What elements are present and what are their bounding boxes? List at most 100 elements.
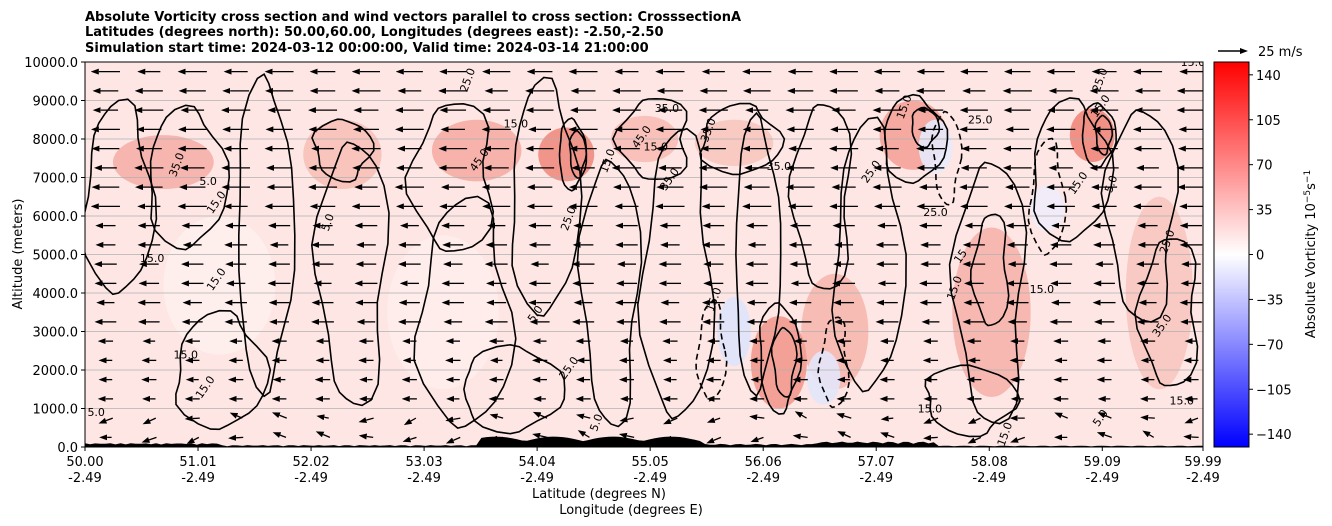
wind-arrow — [794, 411, 807, 419]
negative-contour — [930, 110, 963, 206]
y-tick-label: 1000.0 — [33, 403, 79, 418]
contour-line — [237, 73, 296, 398]
contour-line — [511, 76, 583, 317]
x-tick-label-lat: 51.01 — [179, 455, 216, 470]
wind-vectors — [90, 68, 1203, 444]
colorbar-tick-label: 35 — [1256, 204, 1273, 219]
contour-line — [85, 98, 158, 296]
colorbar-tick-label: 105 — [1256, 114, 1281, 129]
wind-arrow — [750, 436, 764, 443]
wind-arrow — [836, 413, 852, 419]
vorticity-patch — [918, 119, 953, 174]
contour-line — [969, 213, 1010, 327]
contour-label: 35.0 — [767, 160, 792, 173]
plot-area: 25.015.045.035.05.015.05.015.015.025.035… — [85, 56, 1206, 447]
wind-arrow — [1010, 436, 1026, 443]
wind-arrow — [1184, 417, 1199, 424]
contour-line — [463, 343, 566, 435]
wind-arrow — [619, 416, 634, 423]
y-tick-label: 6000.0 — [33, 210, 79, 225]
negative-contour — [1027, 137, 1068, 256]
x-tick-label-lon: -2.49 — [294, 471, 328, 486]
wind-arrow — [706, 417, 721, 423]
x-tick-label-lon: -2.49 — [181, 471, 215, 486]
colorbar-ticks: 140 105 70 35 0 −35 −70 −105 −140 — [1249, 69, 1292, 443]
quiver-key-label: 25 m/s — [1258, 45, 1303, 60]
terrain — [85, 436, 1203, 447]
y-tick-label: 2000.0 — [33, 364, 79, 379]
wind-arrow — [576, 413, 591, 420]
contour-line — [611, 97, 688, 181]
contour-line — [770, 326, 798, 398]
quiver-key: 25 m/s — [1218, 45, 1303, 60]
contour-label: 5.0 — [319, 212, 337, 233]
wind-arrow — [445, 436, 461, 444]
colorbar-tick-label: −105 — [1256, 383, 1292, 398]
x-tick-label-lon: -2.49 — [1186, 471, 1220, 486]
contour-line — [1033, 97, 1115, 243]
contour-line — [948, 161, 1028, 425]
vorticity-patch — [303, 119, 382, 190]
colorbar-scale — [1214, 62, 1249, 447]
colorbar-label: Absolute Vorticity 10−5s−1 — [1303, 170, 1319, 338]
vorticity-patch — [387, 235, 500, 390]
title-line-1: Absolute Vorticity cross section and win… — [85, 10, 741, 25]
contour-line — [576, 158, 643, 428]
wind-arrow — [1054, 412, 1068, 419]
wind-arrow — [663, 417, 678, 425]
vorticity-patch — [952, 227, 1031, 397]
wind-arrow — [577, 430, 590, 438]
x-tick-label-lon: -2.49 — [746, 471, 780, 486]
negative-contour — [695, 299, 728, 402]
contour-line — [310, 141, 390, 407]
wind-arrow — [445, 416, 461, 423]
x-tick-label-lon: -2.49 — [633, 471, 667, 486]
wind-arrow — [358, 433, 374, 440]
x-axis: 50.00-2.4951.01-2.4952.02-2.4953.03-2.49… — [66, 447, 1222, 486]
y-tick-label: 4000.0 — [33, 287, 79, 302]
x-tick-label-lat: 55.05 — [632, 455, 669, 470]
wind-arrow — [1096, 432, 1112, 438]
contour-label: 15.0 — [173, 348, 198, 361]
wind-arrow — [141, 436, 157, 443]
wind-arrow — [532, 411, 548, 419]
wind-arrow — [489, 413, 504, 420]
contour-line — [149, 104, 231, 251]
contour-label: 15.0 — [1030, 283, 1055, 296]
x-tick-label-lon: -2.49 — [972, 471, 1006, 486]
x-tick-label-lat: 56.06 — [745, 455, 782, 470]
contour-label: 15.0 — [918, 402, 943, 415]
wind-arrow — [229, 412, 243, 419]
contour-line — [404, 102, 495, 253]
contour-line — [1100, 109, 1179, 323]
contour-label: 5.0 — [199, 175, 217, 188]
x-tick-label-lon: -2.49 — [407, 471, 441, 486]
contour-line — [413, 195, 517, 429]
contour-line — [1094, 114, 1114, 156]
contour-label: 15.0 — [1169, 395, 1194, 408]
contour-line — [735, 111, 782, 398]
contour-line — [568, 130, 588, 179]
contour-label: 5.0 — [587, 412, 605, 433]
wind-arrow — [618, 432, 635, 439]
y-axis-label: Altitude (meters) — [11, 199, 26, 310]
vorticity-patch — [163, 215, 276, 355]
wind-arrow — [749, 414, 765, 421]
title-line-3: Simulation start time: 2024-03-12 00:00:… — [85, 41, 649, 56]
title-line-2: Latitudes (degrees north): 50.00,60.00, … — [85, 25, 664, 40]
wind-arrow — [98, 417, 113, 424]
wind-arrow — [142, 417, 157, 425]
wind-arrow — [837, 431, 851, 438]
wind-arrow — [272, 432, 287, 438]
contour-label: 15.0 — [1181, 56, 1206, 69]
chart-title: Absolute Vorticity cross section and win… — [85, 10, 741, 56]
wind-arrow — [923, 417, 939, 424]
wind-arrow — [358, 417, 374, 423]
y-tick-label: 7000.0 — [33, 172, 79, 187]
x-tick-label-lat: 54.04 — [519, 455, 556, 470]
x-tick-label-lon: -2.49 — [520, 471, 554, 486]
contour-label: 15.0 — [644, 141, 669, 154]
y-tick-label: 3000.0 — [33, 326, 79, 341]
vorticity-patch — [694, 119, 774, 166]
wind-arrow — [880, 432, 895, 438]
